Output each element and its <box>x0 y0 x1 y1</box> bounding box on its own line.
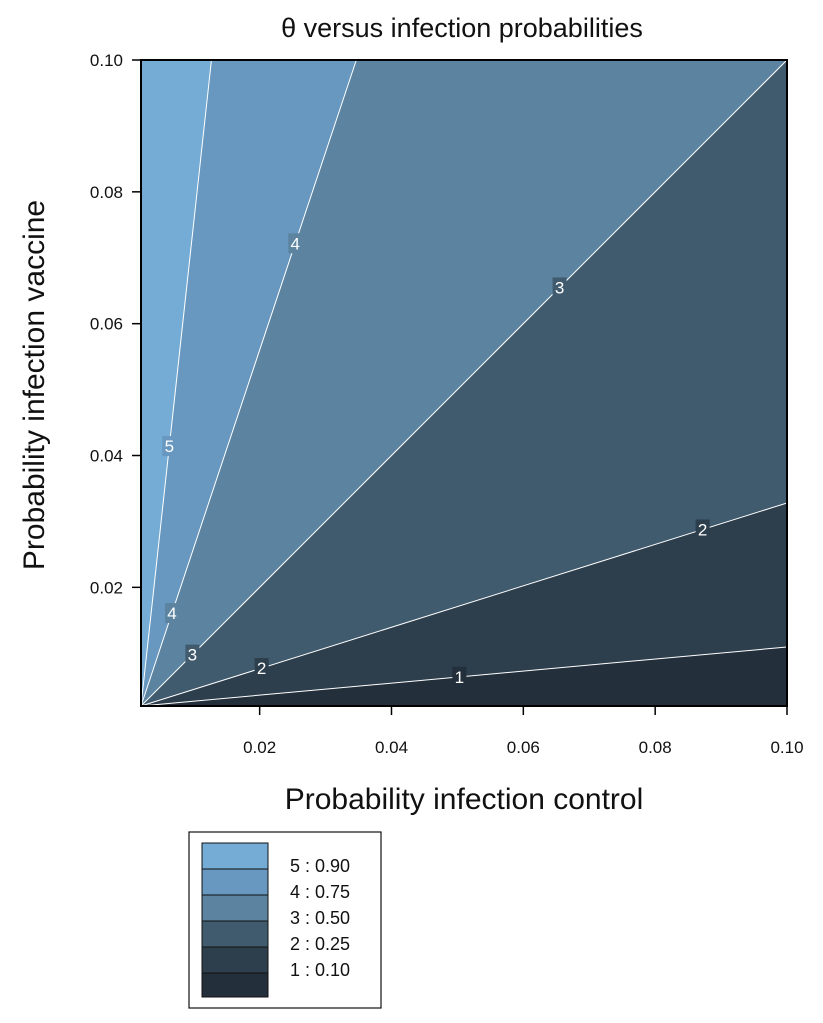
legend-swatch <box>201 842 269 870</box>
x-tick-label: 0.08 <box>639 738 672 757</box>
contour-line-4 <box>140 59 357 707</box>
contour-label-gap <box>452 666 467 687</box>
legend-swatch <box>201 946 269 974</box>
y-axis-label: Probability infection vaccine <box>18 200 51 570</box>
x-tick-label: 0.06 <box>507 738 540 757</box>
legend-label: 1 : 0.10 <box>290 960 350 980</box>
contour-line-3 <box>140 59 788 707</box>
x-tick-label: 0.02 <box>243 738 276 757</box>
contour-label-gap <box>162 436 177 457</box>
contour-label-2-2: 2 <box>698 520 707 539</box>
legend-swatch <box>201 868 269 896</box>
legend-label: 5 : 0.90 <box>290 856 350 876</box>
legend-swatch <box>201 920 269 948</box>
contour-label-gap <box>552 277 567 298</box>
contour-label-4-1: 4 <box>167 604 176 623</box>
contour-label-gap <box>254 658 269 679</box>
contour-label-gap <box>288 233 303 254</box>
x-tick-label: 0.10 <box>770 738 803 757</box>
plot-area: 1 2 2 3 3 4 4 5 <box>140 59 788 707</box>
x-axis-label: Probability infection control <box>285 783 644 816</box>
legend: 5 : 0.90 4 : 0.75 3 : 0.50 2 : 0.25 1 : 0.10 <box>188 831 382 1009</box>
legend-label: 4 : 0.75 <box>290 882 350 902</box>
y-tick-label: 0.04 <box>90 447 123 466</box>
legend-swatch-bottom <box>201 972 269 998</box>
x-tick-label: 0.04 <box>375 738 408 757</box>
y-tick-label: 0.08 <box>90 183 123 202</box>
y-tick-label: 0.10 <box>90 51 123 70</box>
plot-frame <box>140 59 788 707</box>
y-tick-label: 0.02 <box>90 578 123 597</box>
chart-title: θ versus infection probabilities <box>281 13 643 43</box>
contour-label-gap <box>695 519 710 540</box>
y-tick-label: 0.06 <box>90 315 123 334</box>
contour-line-2 <box>140 502 788 707</box>
axes: 0.02 0.04 0.06 0.08 0.10 0.02 0.04 0.06 0.08 0.10 <box>90 51 804 757</box>
contour-label-5-1: 5 <box>165 437 174 456</box>
contour-label-2-1: 2 <box>257 659 266 678</box>
contour-label-gap <box>185 644 200 665</box>
contour-label-1-1: 1 <box>455 668 464 687</box>
legend-label: 2 : 0.25 <box>290 934 350 954</box>
legend-label: 3 : 0.50 <box>290 908 350 928</box>
contour-label-gap <box>164 603 179 624</box>
region-below-contour-2 <box>141 502 787 706</box>
contour-label-3-1: 3 <box>188 646 197 665</box>
contour-line-5 <box>140 59 212 707</box>
legend-swatch <box>201 894 269 922</box>
contour-label-4-2: 4 <box>291 234 300 253</box>
contour-label-3-2: 3 <box>555 278 564 297</box>
